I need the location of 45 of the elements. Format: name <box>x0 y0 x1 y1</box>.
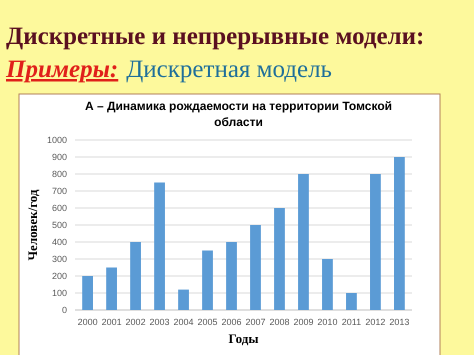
y-tick-label: 800 <box>52 169 67 180</box>
bar <box>298 174 309 310</box>
bar <box>226 242 237 310</box>
x-tick-label: 2009 <box>293 317 314 327</box>
bar <box>322 259 333 310</box>
x-tick-label: 2013 <box>389 317 410 327</box>
x-axis-title: Годы <box>228 331 258 346</box>
text: Примеры: <box>5 56 118 83</box>
bar <box>82 276 93 310</box>
bar <box>370 174 381 310</box>
bar <box>346 293 357 310</box>
chart-title: А – Динамика рождаемости на территории Томской области <box>84 99 392 129</box>
text: Дискретные и непрерывные модели: <box>6 23 424 50</box>
y-tick-label: 600 <box>52 203 67 214</box>
y-axis-title: Человек/год <box>25 189 40 260</box>
bar <box>250 225 261 310</box>
bar <box>106 268 117 310</box>
x-tick-label: 2002 <box>126 317 146 327</box>
bar <box>178 290 189 310</box>
x-tick-label: 2011 <box>342 317 362 327</box>
text: Дискретная модель <box>126 56 332 83</box>
y-tick-label: 400 <box>52 237 67 248</box>
y-tick-label: 700 <box>52 186 67 196</box>
y-tick-label: 100 <box>52 288 67 298</box>
bar <box>394 157 405 310</box>
y-tick-label: 500 <box>52 220 67 230</box>
bar <box>274 208 285 310</box>
x-tick-label: 2008 <box>269 317 290 327</box>
y-tick-label: 300 <box>52 254 67 264</box>
y-tick-label: 1000 <box>46 135 67 146</box>
bar <box>202 250 213 310</box>
x-tick-label: 2005 <box>198 317 218 327</box>
x-tick-label: 2012 <box>365 317 386 327</box>
x-tick-label: 2007 <box>245 317 266 327</box>
x-tick-label: 2003 <box>150 317 170 327</box>
y-tick-label: 900 <box>52 152 67 162</box>
y-tick-label: 0 <box>62 305 67 316</box>
x-tick-label: 2010 <box>317 317 338 327</box>
y-tick-label: 200 <box>52 271 67 282</box>
bar <box>154 182 165 310</box>
x-tick-label: 2001 <box>102 317 122 327</box>
x-tick-label: 2000 <box>78 317 98 327</box>
x-tick-label: 2004 <box>174 317 194 327</box>
x-tick-label: 2006 <box>221 317 242 327</box>
bar <box>130 242 141 310</box>
